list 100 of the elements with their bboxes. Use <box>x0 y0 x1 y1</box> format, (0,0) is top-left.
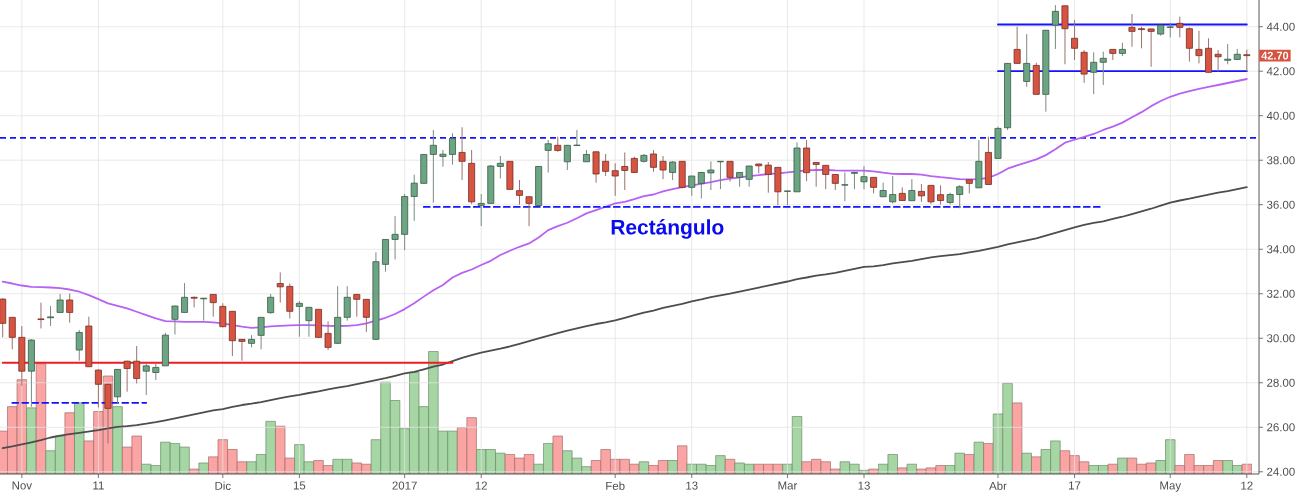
candlestick <box>908 178 916 202</box>
candlestick <box>602 153 610 177</box>
x-tick-label: 15 <box>293 481 306 490</box>
candlestick <box>56 293 64 313</box>
x-tick-label: 17 <box>1069 481 1081 490</box>
y-tick-label: 36.00 <box>1266 200 1295 209</box>
x-tick-label: Nov <box>12 481 32 490</box>
candlestick <box>391 215 399 260</box>
candlestick <box>516 179 523 206</box>
candlestick <box>181 282 188 313</box>
candlestick <box>697 171 705 199</box>
y-tick-label: 30.00 <box>1266 334 1295 343</box>
candlestick <box>1195 30 1203 64</box>
candlestick <box>860 165 868 190</box>
y-tick-label: 24.00 <box>1267 467 1295 476</box>
candlestick <box>362 298 370 333</box>
candlestick <box>879 182 887 198</box>
candlestick <box>1051 4 1059 50</box>
candlestick <box>142 362 150 396</box>
candlestick <box>1185 26 1193 63</box>
annotation: Rectángulo <box>611 219 724 239</box>
candlestick <box>171 305 179 335</box>
x-tick-label: Feb <box>606 481 625 490</box>
candlestick <box>525 196 533 227</box>
candlestick <box>458 126 466 181</box>
candlestick <box>1071 19 1079 61</box>
candlestick <box>343 285 351 322</box>
candlestick <box>353 293 361 318</box>
y-tick-label: 26.00 <box>1267 423 1295 432</box>
candlestick <box>1090 51 1098 95</box>
candlestick <box>295 300 303 338</box>
candlestick <box>841 171 849 202</box>
x-tick-label: Dic <box>215 481 231 490</box>
candlestick <box>219 302 227 328</box>
candlestick <box>1080 49 1088 84</box>
x-tick-label: 11 <box>93 481 104 490</box>
candlestick <box>123 360 131 393</box>
y-tick-label: 38.00 <box>1266 156 1295 165</box>
candlestick <box>439 149 447 168</box>
candlestick <box>276 271 284 304</box>
candlestick <box>257 316 265 350</box>
candlestick <box>449 132 456 166</box>
candlestick <box>1013 26 1021 65</box>
candlestick <box>1128 13 1136 48</box>
candlestick <box>659 155 667 180</box>
candlestick <box>889 175 897 204</box>
candlestick <box>66 293 74 324</box>
candlestick <box>324 320 332 351</box>
x-tick-label: 12 <box>1241 481 1253 490</box>
candlestick <box>937 184 945 206</box>
candlestick <box>822 164 830 190</box>
candlestick <box>573 129 581 147</box>
x-tick-label: 12 <box>475 481 487 490</box>
candlestick <box>1061 5 1069 65</box>
candlestick <box>592 151 600 184</box>
candlestick <box>611 162 619 197</box>
candlestick <box>47 305 55 327</box>
candlestick <box>812 161 820 188</box>
candlestick <box>209 293 217 318</box>
candlestick <box>133 345 141 384</box>
candlestick <box>1099 51 1107 86</box>
candlestick <box>190 296 198 308</box>
candlestick <box>1224 43 1232 65</box>
candlestick <box>1214 49 1222 73</box>
y-tick-label: 32.00 <box>1266 289 1295 298</box>
candlestick <box>707 160 715 191</box>
candlestick <box>1147 28 1155 68</box>
candlestick <box>563 144 571 171</box>
candlestick <box>764 161 772 194</box>
candlestick <box>1023 33 1031 88</box>
candlestick <box>496 155 504 179</box>
x-tick-label: Abr <box>989 481 1007 490</box>
candlestick <box>75 329 83 362</box>
candlestick <box>1176 16 1184 38</box>
x-tick-label: 13 <box>858 481 870 490</box>
candlestick <box>37 302 45 329</box>
y-tick-label: 42.00 <box>1266 67 1295 76</box>
candlestick <box>8 316 16 350</box>
candlestick <box>429 129 437 204</box>
candlestick <box>669 160 677 181</box>
candlestick <box>927 184 935 205</box>
candlestick <box>745 165 753 188</box>
x-tick-label: 13 <box>686 481 698 490</box>
candlestick <box>305 306 313 338</box>
x-tick-label: May <box>1160 481 1182 492</box>
y-tick-label: 40.00 <box>1266 111 1295 120</box>
y-tick-label: 28.00 <box>1267 378 1295 387</box>
candlestick <box>726 160 734 183</box>
candlestick <box>477 193 485 227</box>
annotation: 42.70 <box>1261 51 1289 60</box>
candlestick <box>956 184 964 209</box>
candlestick <box>1138 26 1146 49</box>
candlestick <box>1243 49 1251 73</box>
y-tick-label: 44.00 <box>1266 22 1295 31</box>
candlestick <box>783 190 791 206</box>
x-tick-label: Mar <box>778 481 798 490</box>
candlestick <box>621 151 629 191</box>
y-tick-label: 34.00 <box>1266 245 1295 254</box>
candlestick <box>544 139 552 173</box>
candlestick <box>650 149 657 173</box>
